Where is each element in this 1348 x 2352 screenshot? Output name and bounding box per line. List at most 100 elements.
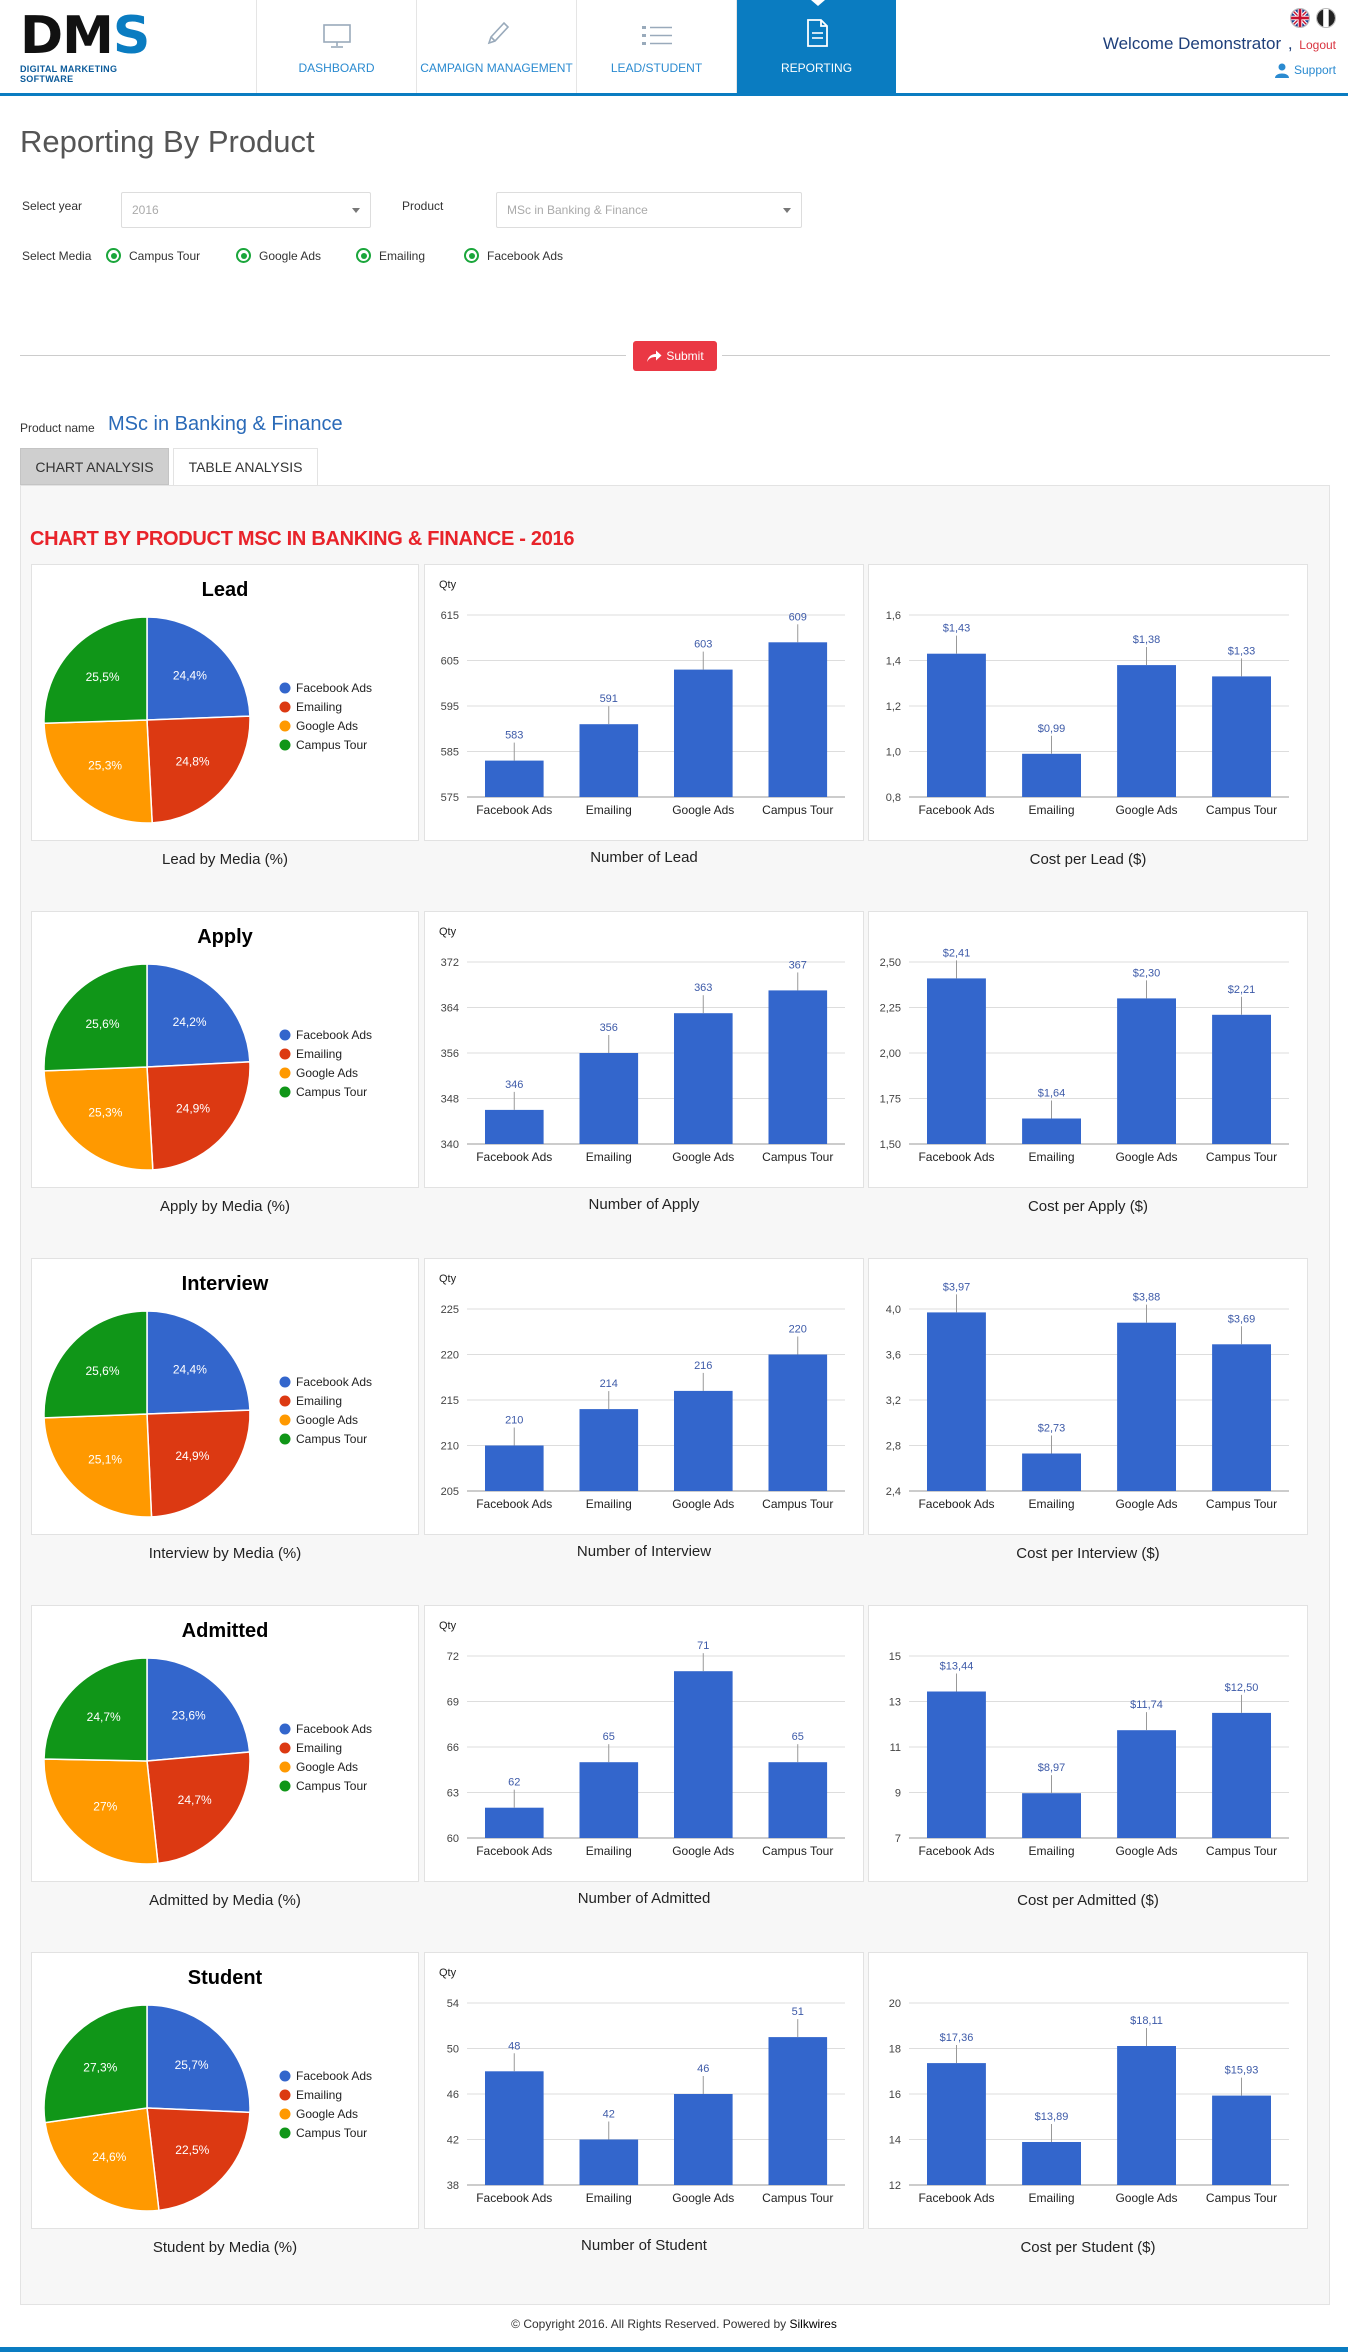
- bar-google-ads: [1117, 1730, 1176, 1838]
- pie-card-interview-svg: Interview 24,4% 24,9% 25,1% 25,6% Facebook Ad…: [43, 1273, 372, 1518]
- y-tick-label: 348: [441, 1094, 459, 1106]
- pie-slice-label: 25,6%: [85, 1364, 119, 1378]
- media-option-label: Google Ads: [259, 248, 322, 263]
- submit-button[interactable]: Submit: [633, 341, 717, 371]
- y-tick-label: 38: [447, 2180, 459, 2192]
- nav-campaign-label: CAMPAIGN MANAGEMENT: [420, 61, 573, 75]
- x-tick-label: Facebook Ads: [476, 2191, 552, 2205]
- cost-chart-apply-svg: 1,50 1,75 2,00 2,25 2,50 $2,41 Facebook Ads $1,…: [880, 947, 1289, 1164]
- x-tick-label: Google Ads: [672, 803, 734, 817]
- nav-dashboard[interactable]: DASHBOARD: [256, 0, 416, 93]
- pie-caption-interview: Interview by Media (%): [148, 1545, 302, 1562]
- product-select[interactable]: MSc in Banking & Finance: [496, 192, 802, 228]
- y-tick-label: 72: [447, 1651, 459, 1663]
- fr-flag-icon[interactable]: [1316, 8, 1336, 28]
- y-tick-label: 50: [447, 2044, 459, 2056]
- data-label: 42: [603, 2109, 615, 2121]
- data-label: $12,50: [1225, 1682, 1259, 1694]
- bar-emailing: [579, 2139, 639, 2185]
- nav-campaign-management[interactable]: CAMPAIGN MANAGEMENT: [416, 0, 576, 93]
- count-chart-apply: Qty 340 348 356 364 372 346 Facebook Ads 356 Emai…: [424, 911, 864, 1188]
- media-option-campus-tour[interactable]: Campus Tour: [106, 248, 200, 263]
- x-tick-label: Campus Tour: [762, 1844, 833, 1858]
- nav-reporting-label: REPORTING: [780, 61, 853, 75]
- radio-checked-icon: [356, 248, 371, 263]
- nav-reporting[interactable]: REPORTING: [736, 0, 896, 93]
- count-caption-student: Number of Student: [581, 2237, 707, 2254]
- x-tick-label: Campus Tour: [1206, 1497, 1277, 1511]
- legend-marker-2: [279, 1067, 291, 1079]
- nav-lead-student-label: LEAD/STUDENT: [610, 61, 703, 75]
- pie-slice-label: 24,9%: [175, 1449, 209, 1463]
- select-media-label: Select Media: [22, 249, 92, 263]
- y-tick-label: 372: [441, 957, 459, 969]
- media-option-google-ads[interactable]: Google Ads: [236, 248, 321, 263]
- pie-slice-label: 22,5%: [175, 2143, 209, 2157]
- top-header: DMS DIGITAL MARKETING SOFTWARE DASHBOARD…: [0, 0, 1348, 96]
- data-label: $15,93: [1225, 2065, 1259, 2077]
- bar-emailing: [1022, 2142, 1081, 2185]
- y-tick-label: 1,6: [886, 610, 901, 622]
- bar-campus-tour: [768, 990, 828, 1144]
- count-caption-admitted: Number of Admitted: [577, 1890, 711, 1907]
- chevron-down-icon: [352, 208, 360, 213]
- media-option-facebook-ads[interactable]: Facebook Ads: [464, 248, 563, 263]
- pie-slice-label: 24,4%: [173, 669, 207, 683]
- chart-heading: CHART BY PRODUCT MSC IN BANKING & FINANC…: [30, 528, 575, 550]
- x-tick-label: Google Ads: [672, 1497, 734, 1511]
- footer-link[interactable]: Silkwires: [789, 2317, 837, 2331]
- count-chart-student: Qty 38 42 46 50 54 48 Facebook Ads 42 Emailing 46 G…: [424, 1952, 864, 2229]
- legend-marker-1: [279, 1395, 291, 1407]
- y-tick-label: 575: [441, 792, 459, 804]
- y-tick-label: 2,25: [880, 1003, 901, 1015]
- divider: [722, 355, 1330, 356]
- year-select[interactable]: 2016: [121, 192, 371, 228]
- y-tick-label: 356: [441, 1048, 459, 1060]
- legend-marker-3: [279, 739, 291, 751]
- pie-slice-interview-2: [43, 1413, 153, 1518]
- data-label: $3,88: [1133, 1292, 1161, 1304]
- nav-lead-student[interactable]: LEAD/STUDENT: [576, 0, 736, 93]
- x-tick-label: Campus Tour: [762, 2191, 833, 2205]
- legend-label: Google Ads: [296, 1413, 358, 1427]
- data-label: $13,44: [940, 1660, 974, 1672]
- data-label: $17,36: [940, 2032, 974, 2044]
- logout-link[interactable]: Logout: [1299, 38, 1336, 52]
- media-option-emailing[interactable]: Emailing: [356, 248, 425, 263]
- main-nav: DASHBOARD CAMPAIGN MANAGEMENT LEAD/STUDE…: [256, 0, 896, 93]
- data-label: 51: [792, 2006, 804, 2018]
- bar-emailing: [1022, 1453, 1081, 1491]
- pie-card-student-svg: Student 25,7% 22,5% 24,6% 27,3% Facebook Ads E…: [43, 1967, 372, 2212]
- cost-chart-student: 12 14 16 18 20 $17,36 Facebook Ads $13,89 Emaili…: [868, 1952, 1308, 2229]
- count-chart-admitted: Qty 60 63 66 69 72 62 Facebook Ads 65 Emailing 71 G…: [424, 1605, 864, 1882]
- y-tick-label: 1,75: [880, 1094, 901, 1106]
- tab-table-analysis[interactable]: TABLE ANALYSIS: [173, 448, 318, 485]
- bar-google-ads: [674, 2094, 733, 2185]
- support-link[interactable]: Support: [1103, 62, 1336, 78]
- cost-chart-admitted-svg: 7 9 11 13 15 $13,44 Facebook Ads $8,97 Emailing $…: [889, 1651, 1289, 1858]
- y-tick-label: 18: [889, 2044, 901, 2056]
- legend-marker-3: [279, 2127, 291, 2139]
- data-label: 609: [789, 611, 807, 623]
- data-label: $1,33: [1228, 645, 1256, 657]
- uk-flag-icon[interactable]: [1290, 8, 1310, 28]
- media-option-label: Emailing: [379, 248, 426, 263]
- x-tick-label: Facebook Ads: [476, 1497, 552, 1511]
- pie-slice-admitted-0: [146, 1657, 251, 1762]
- media-option-label: Facebook Ads: [487, 248, 564, 263]
- bar-google-ads: [674, 1390, 733, 1491]
- support-label: Support: [1293, 63, 1336, 77]
- y-axis-label: Qty: [439, 926, 457, 938]
- y-tick-label: 1,2: [886, 701, 901, 713]
- y-axis-label: Qty: [439, 579, 457, 591]
- data-label: 65: [792, 1731, 804, 1743]
- dms-logo[interactable]: DMS DIGITAL MARKETING SOFTWARE: [20, 6, 170, 86]
- pie-card-apply-svg: Apply 24,2% 24,9% 25,3% 25,6% Facebook Ads Ema…: [43, 926, 372, 1171]
- logo-subtitle: DIGITAL MARKETING SOFTWARE: [20, 64, 118, 84]
- y-axis-label: Qty: [439, 1967, 457, 1979]
- count-chart-lead: Qty 575 585 595 605 615 583 Facebook Ads 591 Emai…: [424, 564, 864, 841]
- y-tick-label: 225: [441, 1304, 459, 1316]
- count-chart-lead-svg: Qty 575 585 595 605 615 583 Facebook Ads 591 Emai…: [439, 579, 845, 817]
- legend-label: Campus Tour: [296, 1432, 367, 1446]
- tab-chart-analysis[interactable]: CHART ANALYSIS: [20, 448, 169, 485]
